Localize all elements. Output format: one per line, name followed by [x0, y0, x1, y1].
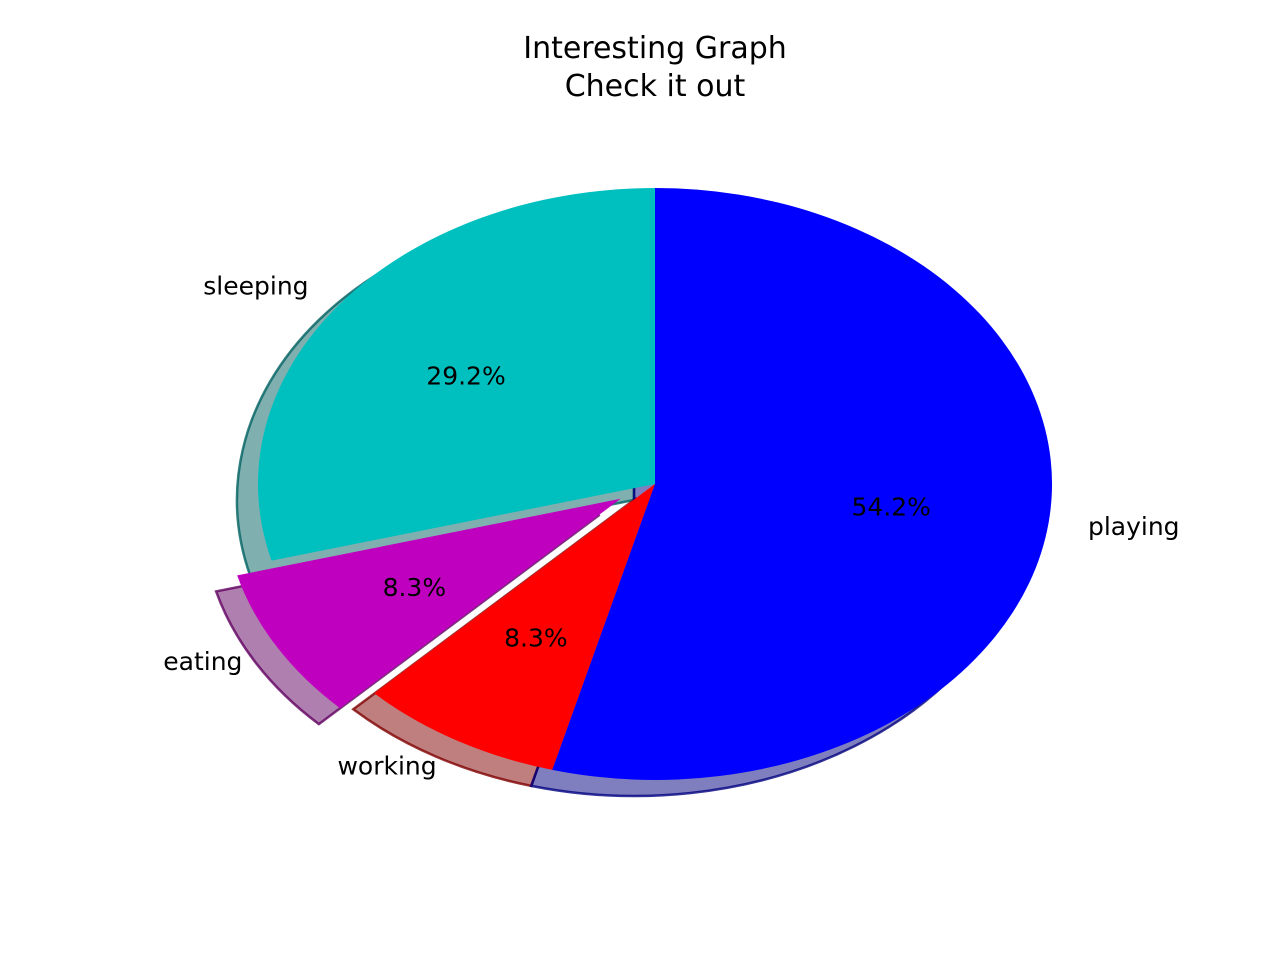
chart-subtitle: Check it out: [564, 69, 746, 104]
chart-title: Interesting Graph Check it out: [0, 30, 1280, 106]
pie-label-playing: playing: [1088, 512, 1180, 541]
pie-label-layer: sleeping 29.2% eating 8.3% working 8.3% playin…: [163, 271, 1179, 780]
chart-title-line-1: Interesting Graph: [523, 31, 787, 66]
pie-slice-sleeping: [258, 188, 655, 561]
pie-slice-layer: [237, 188, 1053, 780]
pie-label-sleeping: sleeping: [203, 271, 308, 300]
pie-percent-sleeping: 29.2%: [426, 361, 505, 390]
pie-slice-playing: [552, 188, 1053, 780]
pie-label-working: working: [337, 751, 436, 780]
pie-slice-working: [374, 484, 655, 770]
pie-percent-eating: 8.3%: [383, 573, 447, 602]
pie-label-eating: eating: [163, 647, 242, 676]
pie-slice-eating: [237, 498, 621, 709]
pie-percent-working: 8.3%: [504, 623, 568, 652]
pie-percent-playing: 54.2%: [851, 493, 930, 522]
